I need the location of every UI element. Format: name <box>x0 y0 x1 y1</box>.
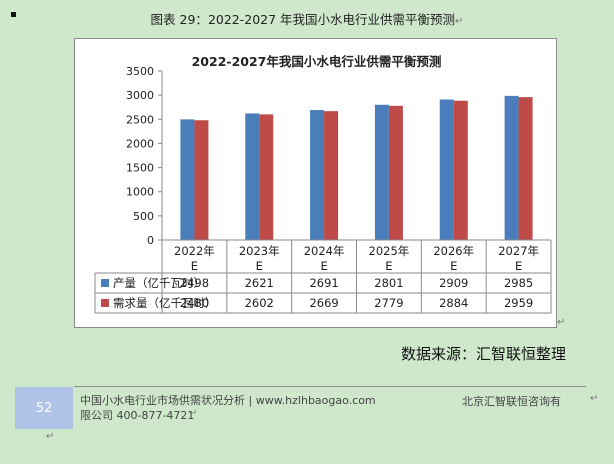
x-category-label: 2024年 E <box>304 244 345 273</box>
bar-output <box>180 119 195 240</box>
chart-container: 2022-2027年我国小水电行业供需平衡预测 0 500 1000 1500 2000… <box>74 38 557 328</box>
y-tick-label: 2500 <box>126 113 154 126</box>
data-label: 2884 <box>439 296 468 310</box>
paragraph-mark-icon: ↵ <box>557 317 566 328</box>
footer-left-text: 中国小水电行业市场供需状况分析 | www.hzlhbaogao.com 限公司… <box>80 394 376 422</box>
bar-demand <box>453 100 468 240</box>
data-label: 2498 <box>180 276 209 290</box>
y-tick-label: 3000 <box>126 89 154 102</box>
bar-output <box>504 95 519 240</box>
paragraph-mark-icon: ↵ <box>46 431 55 442</box>
y-tick-label: 3500 <box>126 65 154 78</box>
bar-output <box>439 99 454 240</box>
data-label: 2985 <box>504 276 533 290</box>
data-label: 2602 <box>245 296 274 310</box>
bar-output <box>374 104 389 241</box>
y-tick-label: 2000 <box>126 137 154 150</box>
data-label: 2909 <box>439 276 468 290</box>
x-category-label: 2022年 E <box>174 244 215 273</box>
legend-swatch <box>101 299 109 307</box>
list-bullet <box>11 12 16 17</box>
chart-title: 2022-2027年我国小水电行业供需平衡预测 <box>191 54 442 69</box>
paragraph-mark-icon: ↵ <box>189 408 198 419</box>
paragraph-mark-icon: ↵ <box>590 393 599 404</box>
data-label: 2801 <box>374 276 403 290</box>
data-label: 2959 <box>504 296 533 310</box>
y-tick-label: 500 <box>133 210 154 223</box>
figure-caption: 图表 29：2022-2027 年我国小水电行业供需平衡预测↵ <box>0 9 614 28</box>
data-label: 2691 <box>309 276 338 290</box>
bar-output <box>310 110 325 240</box>
bar-demand <box>324 111 339 240</box>
data-label: 2480 <box>180 296 209 310</box>
legend-label: 需求量（亿千瓦时） <box>113 296 217 310</box>
bar-chart: 0 500 1000 1500 2000 2500 3000 3500 2022年 E 2023年 E… <box>94 65 552 314</box>
caption-text: 2022-2027 年我国小水电行业供需平衡预测 <box>207 12 456 27</box>
footer-right-text: 北京汇智联恒咨询有 <box>462 395 561 408</box>
x-category-label: 2025年 E <box>369 244 410 273</box>
x-category-label: 2027年 E <box>498 244 539 273</box>
bar-demand <box>518 97 533 240</box>
source-note: 数据来源：汇智联恒整理 <box>401 345 567 363</box>
bar-output <box>245 113 260 240</box>
footer-divider <box>74 386 586 387</box>
x-category-label: 2023年 E <box>239 244 280 273</box>
data-label: 2621 <box>245 276 274 290</box>
paragraph-mark-icon: ↵ <box>455 16 464 27</box>
data-label: 2779 <box>374 296 403 310</box>
bar-demand <box>259 114 274 240</box>
legend-label: 产量（亿千瓦时） <box>113 276 205 290</box>
data-label: 2669 <box>309 296 338 310</box>
bar-demand <box>388 105 403 241</box>
y-tick-label: 0 <box>147 234 154 247</box>
y-tick-label: 1500 <box>126 162 154 175</box>
y-tick-label: 1000 <box>126 186 154 199</box>
x-category-label: 2026年 E <box>433 244 474 273</box>
legend-swatch <box>101 279 109 287</box>
page-number: 52 <box>15 387 73 429</box>
caption-label: 图表 29： <box>150 12 208 27</box>
bar-demand <box>194 120 209 240</box>
